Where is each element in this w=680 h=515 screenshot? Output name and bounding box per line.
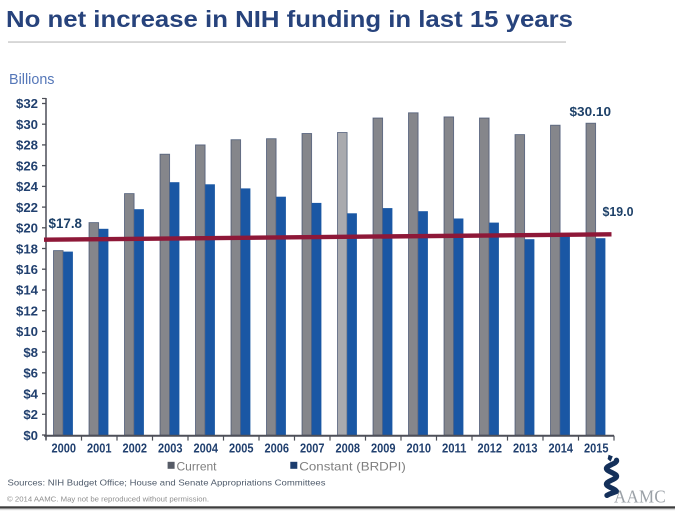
svg-text:$0: $0 [23,428,38,443]
svg-text:$14: $14 [16,283,39,298]
svg-text:2008: 2008 [336,441,361,456]
svg-text:$26: $26 [16,158,38,173]
svg-text:$30: $30 [16,117,38,132]
svg-text:$8: $8 [23,345,38,360]
svg-text:Billions: Billions [9,71,55,88]
svg-text:2013: 2013 [513,441,538,456]
svg-text:2011: 2011 [442,441,467,456]
svg-text:2005: 2005 [229,441,254,456]
svg-text:$32: $32 [16,96,38,111]
svg-text:$24: $24 [16,179,39,194]
svg-text:2014: 2014 [549,441,574,456]
svg-text:Constant (BRDPI): Constant (BRDPI) [299,460,406,474]
svg-text:2006: 2006 [265,441,290,456]
svg-text:$20: $20 [16,221,38,236]
svg-text:$28: $28 [16,138,38,153]
svg-text:2003: 2003 [158,441,183,456]
svg-text:2000: 2000 [52,441,77,456]
svg-text:$4: $4 [23,386,38,401]
svg-text:2010: 2010 [407,441,432,456]
svg-text:$19.0: $19.0 [603,204,634,219]
svg-text:$6: $6 [23,366,38,381]
svg-text:2001: 2001 [87,441,112,456]
svg-text:2002: 2002 [123,441,148,456]
svg-text:2007: 2007 [300,441,325,456]
svg-text:$18: $18 [16,241,38,256]
svg-text:$12: $12 [16,303,38,318]
svg-text:$16: $16 [16,262,38,277]
svg-text:$10: $10 [16,324,38,339]
svg-text:2015: 2015 [584,441,609,456]
svg-text:2012: 2012 [478,441,503,456]
svg-text:$22: $22 [16,200,38,215]
svg-text:$17.8: $17.8 [49,216,83,231]
svg-text:© 2014 AAMC. May not be reprod: © 2014 AAMC. May not be reproduced witho… [7,495,209,503]
svg-text:$30.10: $30.10 [570,104,612,119]
svg-text:AAMC: AAMC [614,486,666,506]
svg-text:Current: Current [177,460,218,474]
svg-text:$2: $2 [23,407,38,422]
svg-text:No net increase in NIH funding: No net increase in NIH funding in last 1… [6,6,573,32]
svg-text:2004: 2004 [194,441,219,456]
svg-text:Sources: NIH Budget Office; H: Sources: NIH Budget Office; House and Se… [8,478,326,488]
svg-text:2009: 2009 [371,441,396,456]
